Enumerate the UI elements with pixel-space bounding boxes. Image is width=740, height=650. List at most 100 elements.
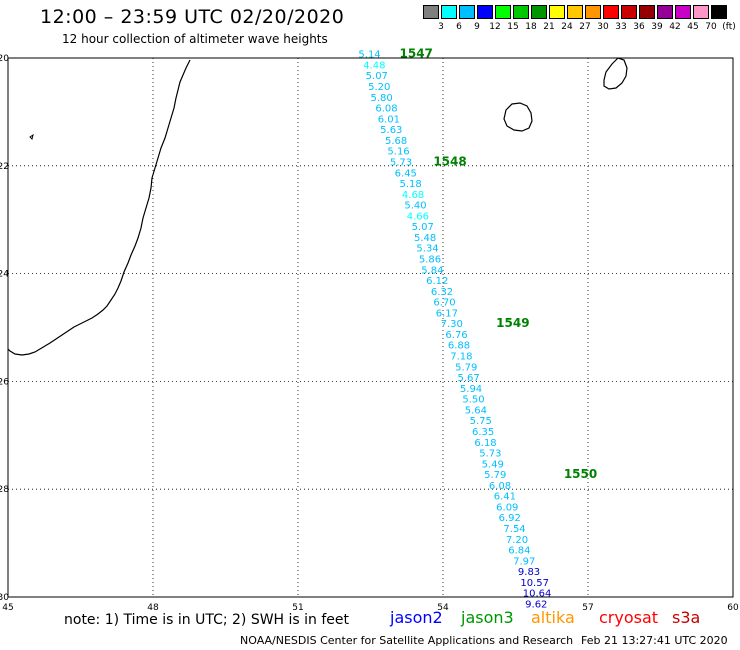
swh-value: 5.73	[390, 157, 412, 168]
swh-value: 5.07	[366, 71, 388, 82]
lon-tick-label: 51	[292, 603, 303, 613]
swh-value: 5.18	[400, 179, 422, 190]
swh-value: 9.62	[525, 599, 547, 610]
swh-value: 7.30	[441, 319, 463, 330]
swh-value: 7.54	[503, 524, 525, 535]
satellite-s3a: s3a	[672, 608, 701, 627]
scale-label: 3	[438, 22, 444, 32]
scale-swatch	[585, 5, 601, 19]
swh-value: 5.63	[380, 125, 402, 136]
pass-number: 1549	[496, 316, 529, 330]
swh-value: 6.35	[472, 427, 494, 438]
scale-label: 12	[489, 22, 501, 32]
lon-tick-label: 48	[147, 603, 159, 613]
satellite-jason3: jason3	[461, 608, 514, 627]
swh-value: 5.50	[462, 395, 484, 406]
swh-value: 6.32	[431, 287, 453, 298]
satellite-cryosat: cryosat	[599, 608, 659, 627]
lon-tick-label: 54	[437, 603, 449, 613]
swh-value: 5.40	[404, 201, 426, 212]
swh-value: 9.83	[518, 567, 540, 578]
scale-swatch	[513, 5, 529, 19]
mauritius-island	[603, 57, 628, 90]
swh-value: 6.01	[378, 114, 400, 125]
altimeter-track: 5.144.485.075.205.806.086.015.635.685.16…	[358, 50, 551, 611]
swh-value: 5.07	[412, 222, 434, 233]
swh-value: 7.18	[450, 352, 472, 363]
scale-swatch	[603, 5, 619, 19]
pass-number: 1547	[400, 47, 433, 61]
scale-label: 39	[651, 22, 663, 32]
map-subtitle: 12 hour collection of altimeter wave hei…	[62, 32, 328, 46]
scale-swatch	[567, 5, 583, 19]
swh-value: 7.20	[506, 535, 528, 546]
lat-tick-label: -30	[0, 593, 9, 603]
swh-value: 4.48	[363, 60, 385, 71]
map-grid	[7, 57, 734, 598]
credit-text: NOAA/NESDIS Center for Satellite Applica…	[240, 634, 574, 647]
lat-tick-label: -26	[0, 377, 9, 387]
pass-number: 1548	[433, 154, 466, 168]
scale-label: 21	[543, 22, 555, 32]
swh-value: 5.94	[460, 384, 482, 395]
scale-swatch	[495, 5, 511, 19]
madagascar-coastline	[7, 59, 191, 356]
lon-tick-label: 57	[582, 603, 593, 613]
scale-unit: (ft)	[722, 22, 736, 32]
lat-tick-label: -28	[0, 485, 9, 495]
scale-label: 27	[579, 22, 591, 32]
scale-label: 42	[669, 22, 681, 32]
swh-value: 6.18	[474, 438, 496, 449]
swh-value: 5.86	[419, 255, 441, 266]
swh-value: 6.17	[436, 308, 458, 319]
swh-value: 5.75	[470, 416, 492, 427]
scale-swatch	[657, 5, 673, 19]
footer-note: note: 1) Time is in UTC; 2) SWH is in fe…	[64, 612, 350, 628]
swh-value: 6.92	[499, 513, 521, 524]
swh-value: 5.84	[421, 265, 443, 276]
map-frame	[7, 57, 734, 598]
swh-value: 5.64	[465, 405, 487, 416]
scale-label: 30	[597, 22, 609, 32]
swh-value: 10.64	[523, 589, 552, 600]
swh-value: 5.16	[387, 147, 409, 158]
scale-label: 6	[456, 22, 462, 32]
scale-swatch	[441, 5, 457, 19]
swh-value: 6.08	[375, 104, 397, 115]
satellite-altika: altika	[531, 608, 575, 627]
swh-value: 10.57	[520, 578, 549, 589]
swh-value: 6.84	[508, 546, 530, 557]
lat-tick-label: -20	[0, 54, 9, 64]
map-title: 12:00 – 23:59 UTC 02/20/2020	[40, 6, 345, 28]
scale-swatch	[549, 5, 565, 19]
swh-value: 6.08	[489, 481, 511, 492]
scale-swatch	[531, 5, 547, 19]
swh-value: 6.12	[426, 276, 448, 287]
swh-value: 5.48	[414, 233, 436, 244]
swh-value: 6.41	[494, 492, 516, 503]
reunion-island	[503, 102, 533, 132]
axis-ticks: 45 48 51 54 57 60 -20 -22 -24 -26 -28 -30	[0, 54, 739, 613]
scale-label: 18	[525, 22, 537, 32]
scale-label: 33	[615, 22, 627, 32]
swh-value: 5.14	[358, 50, 380, 61]
swh-value: 6.88	[448, 341, 470, 352]
scale-swatch	[459, 5, 475, 19]
scale-label: 24	[561, 22, 573, 32]
lon-tick-label: 60	[727, 603, 739, 613]
lon-tick-label: 45	[2, 603, 13, 613]
scale-swatch	[639, 5, 655, 19]
swh-value: 7.97	[513, 556, 535, 567]
scale-swatch	[477, 5, 493, 19]
lat-tick-label: -22	[0, 162, 9, 172]
lat-tick-label: -24	[0, 270, 9, 280]
satellite-jason2: jason2	[390, 608, 443, 627]
swh-value: 5.79	[455, 362, 477, 373]
swh-value: 6.45	[395, 168, 417, 179]
swh-value: 5.34	[416, 244, 438, 255]
swh-value: 5.79	[484, 470, 506, 481]
swh-value: 4.68	[402, 190, 424, 201]
swh-value: 5.20	[368, 82, 390, 93]
swh-value: 5.67	[458, 373, 480, 384]
swh-value: 6.09	[496, 502, 518, 513]
